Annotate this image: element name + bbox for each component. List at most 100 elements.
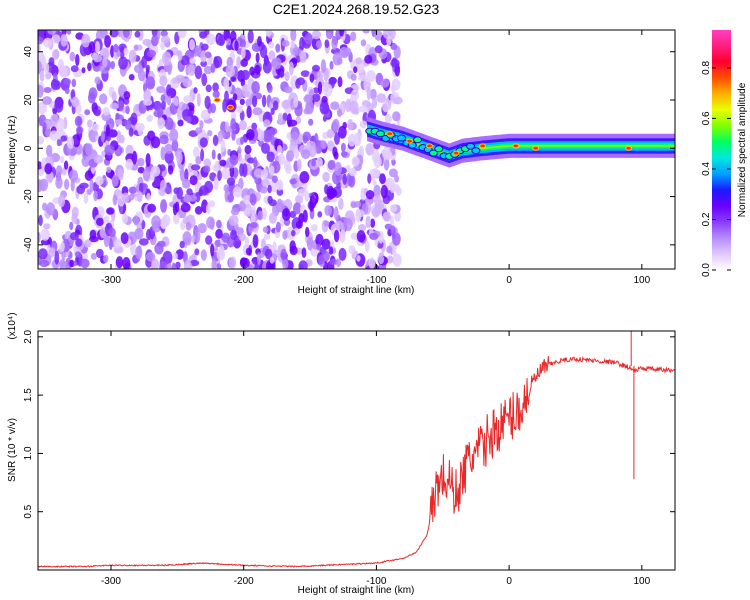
heatmap-cell xyxy=(269,256,275,264)
heatmap-cell xyxy=(365,190,375,200)
heatmap-cell xyxy=(259,44,268,59)
heatmap-cell xyxy=(104,35,112,48)
heatmap-cell xyxy=(113,238,122,249)
heatmap-cell xyxy=(171,262,176,269)
heatmap-cell xyxy=(268,50,276,60)
heatmap-cell xyxy=(74,115,83,127)
heatmap-cell xyxy=(376,93,387,103)
heatmap-cell xyxy=(311,30,322,40)
heatmap-cell xyxy=(252,234,259,248)
heatmap-cell xyxy=(49,247,56,254)
colorbar-label: Normalized spectral amplitude xyxy=(737,82,748,217)
heatmap-cell xyxy=(173,252,178,260)
heatmap-cell xyxy=(99,93,108,105)
heatmap-peak xyxy=(226,104,234,110)
heatmap-cell xyxy=(311,158,316,167)
heatmap-cell xyxy=(365,143,375,156)
heatmap-cell xyxy=(350,89,359,102)
heatmap-cell xyxy=(293,202,302,215)
heatmap-cell xyxy=(146,192,151,201)
heatmap-cell xyxy=(179,240,185,249)
heatmap-cell xyxy=(94,41,101,54)
heatmap-cell xyxy=(356,254,361,262)
heatmap-cell xyxy=(84,109,91,116)
heatmap-peak xyxy=(532,145,540,151)
heatmap-peak xyxy=(406,138,414,144)
heatmap-cell xyxy=(369,232,379,240)
heatmap-cell xyxy=(350,73,357,81)
heatmap-cell xyxy=(319,101,330,115)
heatmap-cell xyxy=(358,224,367,232)
heatmap-cell xyxy=(135,122,145,132)
heatmap-cell xyxy=(239,98,245,106)
heatmap-cell xyxy=(333,229,340,243)
heatmap-cell xyxy=(194,229,201,244)
heatmap-cell xyxy=(60,155,65,164)
heatmap-cell xyxy=(64,87,70,95)
heatmap-cell xyxy=(143,98,153,106)
heatmap-cell xyxy=(270,107,275,115)
heatmap-cell xyxy=(302,183,308,191)
heatmap-cell xyxy=(336,258,341,268)
heatmap-cell xyxy=(87,119,93,128)
heatmap-cell xyxy=(105,124,110,137)
heatmap-cell xyxy=(268,212,277,224)
heatmap-cell xyxy=(199,137,208,148)
heatmap-cell xyxy=(272,100,279,111)
heatmap-cell xyxy=(250,213,256,224)
heatmap-cell xyxy=(60,135,67,142)
heatmap-cell xyxy=(176,50,182,57)
heatmap-cell xyxy=(284,71,290,82)
heatmap-cell xyxy=(339,30,345,37)
heatmap-cell xyxy=(145,153,151,167)
heatmap-cell xyxy=(275,43,281,53)
heatmap-cell xyxy=(44,163,53,175)
heatmap-cell xyxy=(46,202,56,216)
colorbar-tick-label: 0.6 xyxy=(701,111,712,125)
heatmap-cell xyxy=(119,46,125,60)
heatmap-cell xyxy=(75,54,80,66)
heatmap-cell xyxy=(355,208,362,223)
heatmap-cell xyxy=(171,139,179,152)
heatmap-cell xyxy=(105,139,110,147)
heatmap-cell xyxy=(264,248,273,260)
heatmap-cell xyxy=(347,119,354,131)
heatmap-cell xyxy=(121,192,130,204)
heatmap-cell xyxy=(169,128,179,142)
heatmap-cell xyxy=(200,109,211,121)
heatmap-signal-blob xyxy=(397,134,407,142)
heatmap-cell xyxy=(189,57,197,64)
heatmap-cell xyxy=(374,45,383,54)
heatmap-cell xyxy=(332,118,340,132)
heatmap-cell xyxy=(394,175,400,183)
heatmap-cell xyxy=(195,156,202,165)
heatmap-cell xyxy=(50,113,59,126)
heatmap-cell xyxy=(354,201,362,208)
heatmap-cell xyxy=(212,164,219,172)
heatmap-cell xyxy=(261,178,270,187)
heatmap-cell xyxy=(211,149,216,160)
heatmap-cell xyxy=(205,203,211,215)
heatmap-cell xyxy=(38,168,44,177)
heatmap-cell xyxy=(66,30,72,35)
heatmap-cell xyxy=(200,50,207,63)
colorbar-gradient xyxy=(712,30,731,270)
heatmap-x-tick-label: -100 xyxy=(366,275,386,286)
heatmap-cell xyxy=(217,170,222,182)
heatmap-cell xyxy=(353,66,358,74)
heatmap-cell xyxy=(251,205,256,216)
heatmap-cell xyxy=(339,229,346,243)
heatmap-cell xyxy=(327,160,336,170)
heatmap-cell xyxy=(276,188,284,196)
heatmap-cell xyxy=(356,230,366,243)
heatmap-cell xyxy=(157,117,166,129)
heatmap-cell xyxy=(255,52,260,63)
heatmap-cell xyxy=(132,150,138,165)
heatmap-cell xyxy=(262,226,269,233)
heatmap-cell xyxy=(109,30,119,38)
heatmap-cell xyxy=(302,131,312,142)
heatmap-cell xyxy=(236,105,244,114)
heatmap-cell xyxy=(40,238,51,246)
heatmap-cell xyxy=(175,261,181,269)
